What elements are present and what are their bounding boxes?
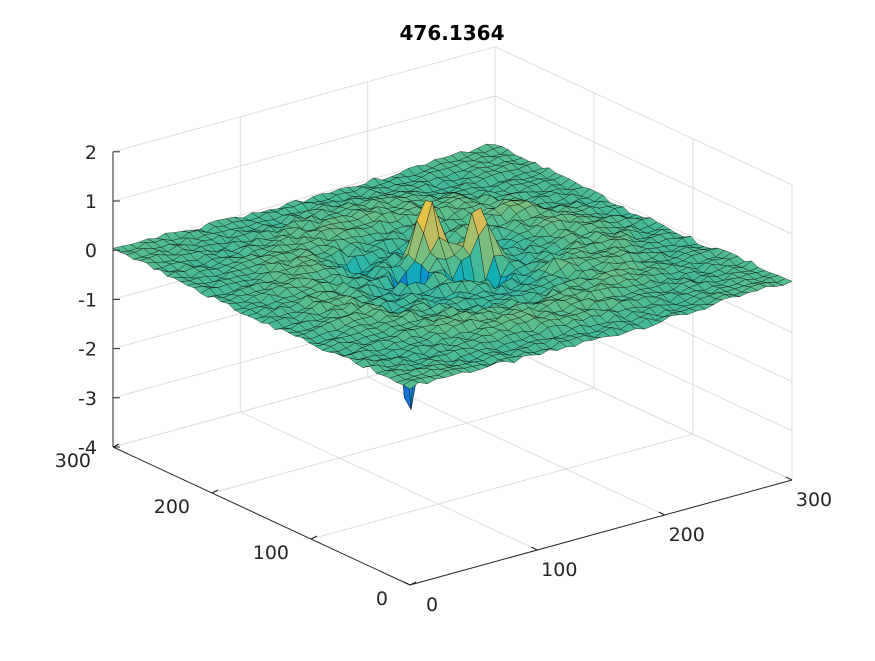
x-tick-label: 100 bbox=[541, 559, 577, 581]
x-tick-label: 300 bbox=[796, 489, 832, 511]
z-tick-label: -2 bbox=[78, 339, 97, 361]
y-tick-label: 0 bbox=[376, 588, 388, 610]
z-tick-label: 1 bbox=[85, 191, 97, 213]
grid-line bbox=[240, 412, 537, 550]
x-tick-label: 0 bbox=[426, 594, 438, 616]
grid-line bbox=[495, 342, 792, 480]
x-tick-mark bbox=[659, 512, 665, 515]
x-tick-label: 200 bbox=[669, 524, 705, 546]
x-tick-mark bbox=[404, 582, 410, 585]
y-tick-label: 300 bbox=[55, 450, 91, 472]
z-tick-label: -3 bbox=[78, 388, 97, 410]
z-tick-label: 2 bbox=[85, 142, 97, 164]
grid-line bbox=[113, 47, 495, 152]
grid-line bbox=[495, 47, 792, 185]
y-tick-label: 200 bbox=[154, 496, 190, 518]
x-tick-mark bbox=[531, 547, 537, 550]
chart-title: 476.1364 bbox=[399, 21, 504, 45]
z-tick-label: 0 bbox=[85, 240, 97, 262]
z-tick-label: -1 bbox=[78, 289, 97, 311]
y-tick-label: 100 bbox=[253, 542, 289, 564]
x-tick-mark bbox=[786, 477, 792, 480]
